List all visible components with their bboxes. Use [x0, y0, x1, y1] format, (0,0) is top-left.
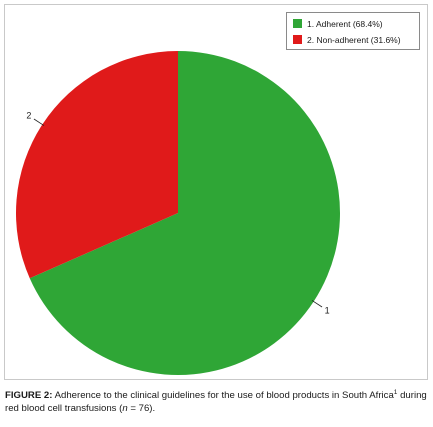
- legend-swatch-non-adherent: [293, 35, 302, 44]
- figure-caption: FIGURE 2: Adherence to the clinical guid…: [5, 386, 429, 415]
- legend: 1. Adherent (68.4%) 2. Non-adherent (31.…: [286, 12, 420, 50]
- legend-item-non-adherent: 2. Non-adherent (31.6%): [293, 32, 415, 47]
- caption-text-2: during red blood cell transfusions (: [5, 390, 427, 415]
- pie-slice-2: [16, 51, 179, 279]
- caption-text-1: Adherence to the clinical guidelines for…: [52, 390, 394, 402]
- caption-n-symbol: n: [122, 403, 128, 415]
- legend-label-non-adherent: 2. Non-adherent (31.6%): [307, 34, 401, 45]
- slice-label-1: 1: [325, 305, 330, 315]
- legend-label-adherent: 1. Adherent (68.4%): [307, 18, 383, 29]
- caption-text-3: = 76).: [127, 403, 156, 415]
- slice-leader-line-2: [33, 118, 45, 126]
- slice-label-2: 2: [26, 111, 31, 121]
- caption-label: FIGURE 2:: [5, 390, 53, 402]
- caption-superscript: 1: [393, 389, 398, 396]
- pie-slice-1: [29, 51, 341, 376]
- legend-item-adherent: 1. Adherent (68.4%): [293, 16, 415, 31]
- slice-leader-line-1: [311, 300, 323, 308]
- legend-swatch-adherent: [293, 19, 302, 28]
